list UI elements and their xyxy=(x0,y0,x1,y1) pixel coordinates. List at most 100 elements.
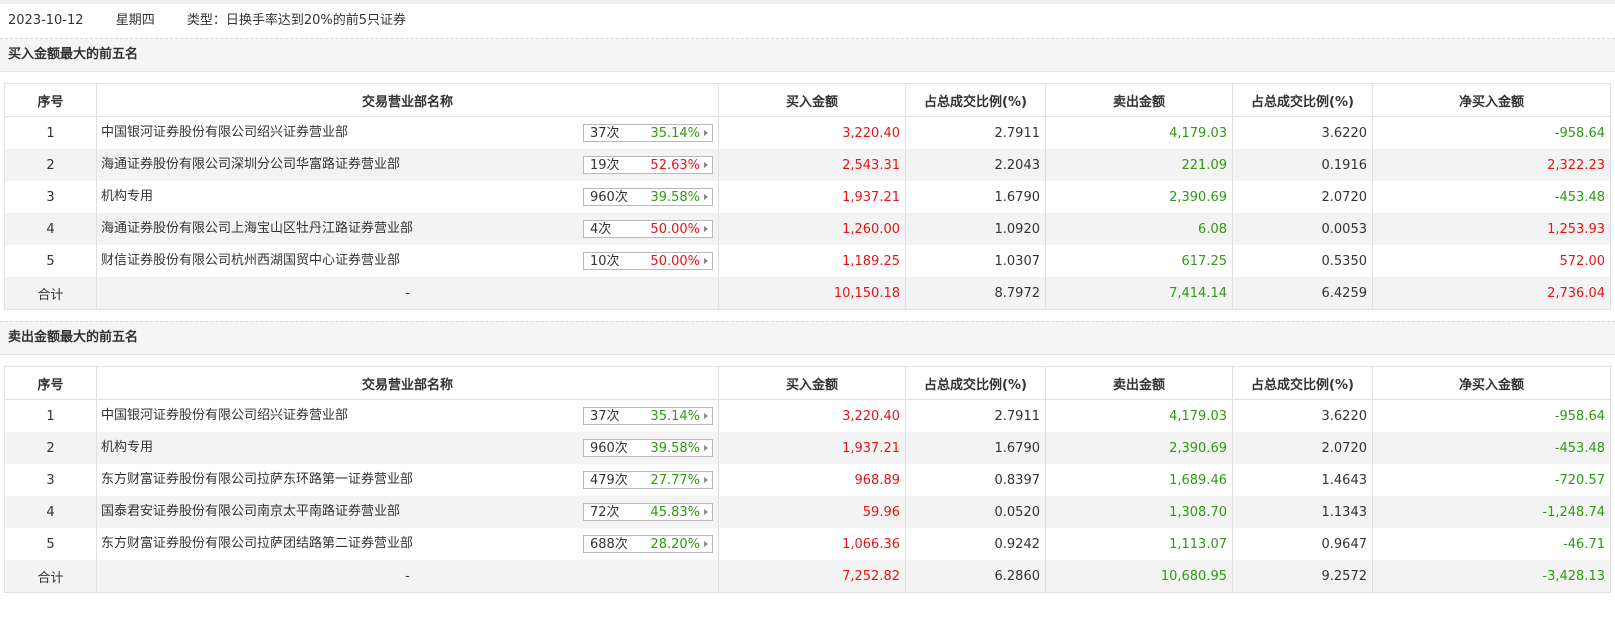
dept-stats-dropdown[interactable]: 37次 35.14% xyxy=(583,407,713,425)
table-row: 2 海通证券股份有限公司深圳分公司华富路证券营业部 19次 52.63% 2,543.3… xyxy=(4,149,1611,181)
caret-right-icon xyxy=(704,162,708,168)
table-row: 4 国泰君安证券股份有限公司南京太平南路证券营业部 72次 45.83% 59.96 0.… xyxy=(4,496,1611,528)
buy-ratio: 2.7911 xyxy=(905,399,1046,432)
total-label: 合计 xyxy=(4,277,97,310)
dept-stats-dropdown[interactable]: 960次 39.58% xyxy=(583,188,713,206)
dept-stats-dropdown[interactable]: 4次 50.00% xyxy=(583,220,713,238)
net-amount: -453.48 xyxy=(1372,181,1611,213)
sell-ratio: 1.1343 xyxy=(1232,496,1373,528)
total-dept: - xyxy=(96,560,719,593)
buy-ratio: 2.7911 xyxy=(905,116,1046,149)
win-rate: 27.77% xyxy=(650,473,700,488)
weekday: 星期四 xyxy=(115,13,155,28)
buy-amount: 2,543.31 xyxy=(718,149,906,181)
row-index: 2 xyxy=(4,149,97,181)
dept-name-link[interactable]: 东方财富证券股份有限公司拉萨团结路第二证券营业部 xyxy=(101,536,414,551)
dept-name-link[interactable]: 机构专用 xyxy=(101,189,154,204)
total-dept: - xyxy=(96,277,719,310)
caret-right-icon xyxy=(704,509,708,515)
sell-ratio: 2.0720 xyxy=(1232,432,1373,464)
dept-stats-dropdown[interactable]: 37次 35.14% xyxy=(583,124,713,142)
dept-stats-dropdown[interactable]: 688次 28.20% xyxy=(583,535,713,553)
dept-stats-dropdown[interactable]: 960次 39.58% xyxy=(583,439,713,457)
sell-ratio: 2.0720 xyxy=(1232,181,1373,213)
dept-stats-dropdown[interactable]: 72次 45.83% xyxy=(583,503,713,521)
sell-amount: 2,390.69 xyxy=(1045,432,1233,464)
dept-name-link[interactable]: 机构专用 xyxy=(101,440,154,455)
col-header-net: 净买入金额 xyxy=(1372,83,1611,117)
dept-wrap: 机构专用 960次 39.58% xyxy=(98,181,718,213)
dept-name-link[interactable]: 国泰君安证券股份有限公司南京太平南路证券营业部 xyxy=(101,504,401,519)
win-rate: 39.58% xyxy=(650,190,700,205)
table-row: 2 机构专用 960次 39.58% 1,937.21 1.6790 2,390.69 2.0… xyxy=(4,432,1611,464)
col-header-dept: 交易营业部名称 xyxy=(96,83,719,117)
dept-cell: 中国银河证券股份有限公司绍兴证券营业部 37次 35.14% xyxy=(96,399,719,432)
table-row: 3 东方财富证券股份有限公司拉萨东环路第一证券营业部 479次 27.77% 968.8… xyxy=(4,464,1611,496)
dept-stats-dropdown[interactable]: 479次 27.77% xyxy=(583,471,713,489)
dept-name-link[interactable]: 中国银河证券股份有限公司绍兴证券营业部 xyxy=(101,125,349,140)
sell-ratio: 3.6220 xyxy=(1232,399,1373,432)
sell-amount: 4,179.03 xyxy=(1045,399,1233,432)
win-rate: 52.63% xyxy=(650,158,700,173)
dept-cell: 海通证券股份有限公司深圳分公司华富路证券营业部 19次 52.63% xyxy=(96,149,719,181)
trade-count: 960次 xyxy=(590,190,628,205)
buy-ratio: 1.6790 xyxy=(905,181,1046,213)
dept-cell: 财信证券股份有限公司杭州西湖国贸中心证券营业部 10次 50.00% xyxy=(96,245,719,277)
row-index: 5 xyxy=(4,245,97,277)
col-header-sell: 卖出金额 xyxy=(1045,83,1233,117)
col-header-buy: 买入金额 xyxy=(718,366,906,400)
buy-ratio: 1.0307 xyxy=(905,245,1046,277)
row-index: 5 xyxy=(4,528,97,560)
dept-wrap: 海通证券股份有限公司上海宝山区牡丹江路证券营业部 4次 50.00% xyxy=(98,213,718,245)
row-index: 2 xyxy=(4,432,97,464)
total-label: 合计 xyxy=(4,560,97,593)
row-index: 1 xyxy=(4,399,97,432)
dept-name-link[interactable]: 中国银河证券股份有限公司绍兴证券营业部 xyxy=(101,408,349,423)
buy-ratio: 2.2043 xyxy=(905,149,1046,181)
col-header-net: 净买入金额 xyxy=(1372,366,1611,400)
dept-stats-dropdown[interactable]: 19次 52.63% xyxy=(583,156,713,174)
caret-right-icon xyxy=(704,226,708,232)
dept-cell: 国泰君安证券股份有限公司南京太平南路证券营业部 72次 45.83% xyxy=(96,496,719,528)
info-header: 2023-10-12 星期四 类型：日换手率达到20%的前5只证券 xyxy=(0,4,1615,39)
buy-amount: 1,189.25 xyxy=(718,245,906,277)
caret-right-icon xyxy=(704,477,708,483)
buy-ratio: 1.0920 xyxy=(905,213,1046,245)
dept-name-link[interactable]: 财信证券股份有限公司杭州西湖国贸中心证券营业部 xyxy=(101,253,401,268)
dept-cell: 机构专用 960次 39.58% xyxy=(96,181,719,213)
win-rate: 39.58% xyxy=(650,441,700,456)
dept-name-link[interactable]: 海通证券股份有限公司上海宝山区牡丹江路证券营业部 xyxy=(101,221,414,236)
table-row: 5 财信证券股份有限公司杭州西湖国贸中心证券营业部 10次 50.00% 1,189.2… xyxy=(4,245,1611,277)
dept-name-link[interactable]: 海通证券股份有限公司深圳分公司华富路证券营业部 xyxy=(101,157,401,172)
dept-name-link[interactable]: 东方财富证券股份有限公司拉萨东环路第一证券营业部 xyxy=(101,472,414,487)
row-index: 3 xyxy=(4,181,97,213)
dept-cell: 东方财富证券股份有限公司拉萨东环路第一证券营业部 479次 27.77% xyxy=(96,464,719,496)
sell-amount: 4,179.03 xyxy=(1045,116,1233,149)
buy-ratio: 0.0520 xyxy=(905,496,1046,528)
trade-count: 19次 xyxy=(590,158,620,173)
table-row: 1 中国银河证券股份有限公司绍兴证券营业部 37次 35.14% 3,220.40 2.7… xyxy=(4,399,1611,432)
sell-ratio: 3.6220 xyxy=(1232,116,1373,149)
sell-ratio: 0.1916 xyxy=(1232,149,1373,181)
total-buy-ratio: 8.7972 xyxy=(905,277,1046,310)
buy-amount: 1,937.21 xyxy=(718,181,906,213)
trade-count: 960次 xyxy=(590,441,628,456)
sell-amount: 2,390.69 xyxy=(1045,181,1233,213)
dept-stats-dropdown[interactable]: 10次 50.00% xyxy=(583,252,713,270)
dept-cell: 海通证券股份有限公司上海宝山区牡丹江路证券营业部 4次 50.00% xyxy=(96,213,719,245)
table-body: 1 中国银河证券股份有限公司绍兴证券营业部 37次 35.14% 3,220.40 2.7… xyxy=(4,399,1611,593)
trade-count: 10次 xyxy=(590,254,620,269)
spacer xyxy=(0,310,1615,321)
sell-amount: 221.09 xyxy=(1045,149,1233,181)
total-sell: 10,680.95 xyxy=(1045,560,1233,593)
net-amount: -958.64 xyxy=(1372,116,1611,149)
col-header-sell: 卖出金额 xyxy=(1045,366,1233,400)
caret-right-icon xyxy=(704,194,708,200)
dept-cell: 机构专用 960次 39.58% xyxy=(96,432,719,464)
dept-wrap: 国泰君安证券股份有限公司南京太平南路证券营业部 72次 45.83% xyxy=(98,496,718,528)
total-buy-ratio: 6.2860 xyxy=(905,560,1046,593)
row-index: 4 xyxy=(4,496,97,528)
col-header-buy: 买入金额 xyxy=(718,83,906,117)
buy-amount: 59.96 xyxy=(718,496,906,528)
table-row: 3 机构专用 960次 39.58% 1,937.21 1.6790 2,390.69 2.0… xyxy=(4,181,1611,213)
